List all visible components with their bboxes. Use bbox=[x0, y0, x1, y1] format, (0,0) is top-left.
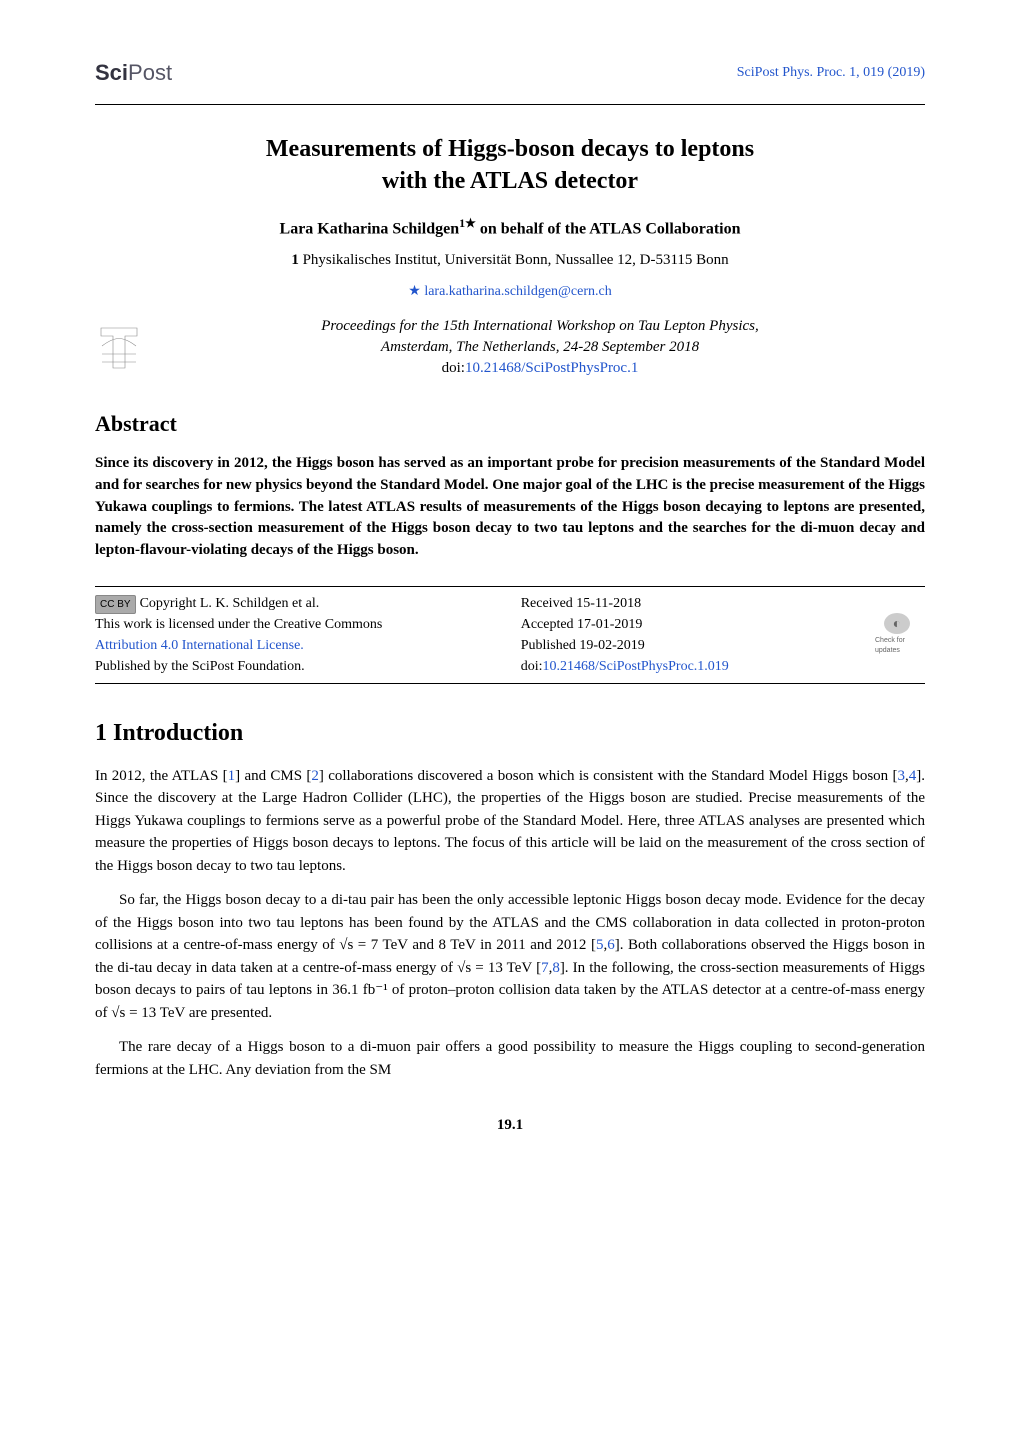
author-name: Lara Katharina Schildgen bbox=[280, 220, 460, 237]
published-by: Published by the SciPost Foundation. bbox=[95, 659, 305, 674]
cite-7[interactable]: 7 bbox=[541, 960, 549, 976]
crossmark-icon: ◐ bbox=[884, 613, 910, 634]
title-line2: with the ATLAS detector bbox=[382, 168, 638, 194]
license-line: This work is licensed under the Creative… bbox=[95, 617, 382, 632]
metadata-block: CC BY Copyright L. K. Schildgen et al. Th… bbox=[95, 586, 925, 684]
received-date: Received 15-11-2018 bbox=[521, 596, 641, 611]
proc-doi[interactable]: 10.21468/SciPostPhysProc.1 bbox=[465, 360, 638, 376]
cite-3[interactable]: 3 bbox=[898, 768, 906, 784]
header-row: SciPost SciPost Phys. Proc. 1, 019 (2019… bbox=[95, 60, 925, 86]
published-date: Published 19-02-2019 bbox=[521, 638, 645, 653]
logo-post: Post bbox=[128, 60, 172, 85]
proc-line2: Amsterdam, The Netherlands, 24-28 Septem… bbox=[381, 339, 699, 355]
journal-logo: SciPost bbox=[95, 60, 172, 86]
page-number: 19.1 bbox=[95, 1117, 925, 1134]
proceedings-block: Proceedings for the 15th International W… bbox=[95, 316, 925, 379]
intro-para-3: The rare decay of a Higgs boson to a di-… bbox=[95, 1036, 925, 1081]
abstract-heading: Abstract bbox=[95, 411, 925, 437]
email-star: ★ bbox=[408, 284, 424, 299]
abstract-text: Since its discovery in 2012, the Higgs b… bbox=[95, 453, 925, 562]
corresponding-email: ★ lara.katharina.schildgen@cern.ch bbox=[95, 283, 925, 300]
meta-doi[interactable]: 10.21468/SciPostPhysProc.1.019 bbox=[542, 659, 728, 674]
cite-8[interactable]: 8 bbox=[552, 960, 560, 976]
cite-6[interactable]: 6 bbox=[607, 937, 615, 953]
proceedings-text: Proceedings for the 15th International W… bbox=[155, 316, 925, 379]
authors: Lara Katharina Schildgen1★ on behalf of … bbox=[95, 216, 925, 238]
proc-line1: Proceedings for the 15th International W… bbox=[321, 318, 758, 334]
tau-workshop-logo bbox=[95, 322, 143, 374]
journal-reference[interactable]: SciPost Phys. Proc. 1, 019 (2019) bbox=[737, 65, 925, 81]
accepted-date: Accepted 17-01-2019 bbox=[521, 617, 643, 632]
intro-para-2: So far, the Higgs boson decay to a di-ta… bbox=[95, 889, 925, 1024]
cc-by-icon: CC BY bbox=[95, 595, 136, 614]
crossmark-text: Check for updates bbox=[875, 636, 919, 657]
email-address[interactable]: lara.katharina.schildgen@cern.ch bbox=[424, 284, 611, 299]
p1-c: ] collaborations discovered a boson whic… bbox=[319, 768, 898, 784]
logo-sci: Sci bbox=[95, 60, 128, 85]
copyright-line: Copyright L. K. Schildgen et al. bbox=[140, 596, 320, 611]
top-rule bbox=[95, 104, 925, 105]
title-line1: Measurements of Higgs-boson decays to le… bbox=[266, 136, 754, 162]
meta-right: Received 15-11-2018 Accepted 17-01-2019 … bbox=[521, 593, 869, 677]
paper-title: Measurements of Higgs-boson decays to le… bbox=[95, 133, 925, 198]
author-sup: 1★ bbox=[459, 216, 476, 230]
affiliation-text: Physikalisches Institut, Universität Bon… bbox=[299, 252, 729, 268]
intro-para-1: In 2012, the ATLAS [1] and CMS [2] colla… bbox=[95, 765, 925, 878]
affiliation-num: 1 bbox=[291, 252, 299, 268]
author-tail: on behalf of the ATLAS Collaboration bbox=[476, 220, 741, 237]
section-1-heading: 1 Introduction bbox=[95, 720, 925, 747]
cite-2[interactable]: 2 bbox=[311, 768, 319, 784]
meta-left: CC BY Copyright L. K. Schildgen et al. Th… bbox=[95, 593, 521, 677]
crossmark-badge[interactable]: ◐ Check for updates bbox=[869, 613, 925, 657]
p1-a: In 2012, the ATLAS [ bbox=[95, 768, 228, 784]
license-link[interactable]: Attribution 4.0 International License. bbox=[95, 638, 304, 653]
affiliation: 1 Physikalisches Institut, Universität B… bbox=[95, 252, 925, 269]
meta-doi-label: doi: bbox=[521, 659, 543, 674]
p1-b: ] and CMS [ bbox=[235, 768, 311, 784]
proc-doi-label: doi: bbox=[442, 360, 465, 376]
